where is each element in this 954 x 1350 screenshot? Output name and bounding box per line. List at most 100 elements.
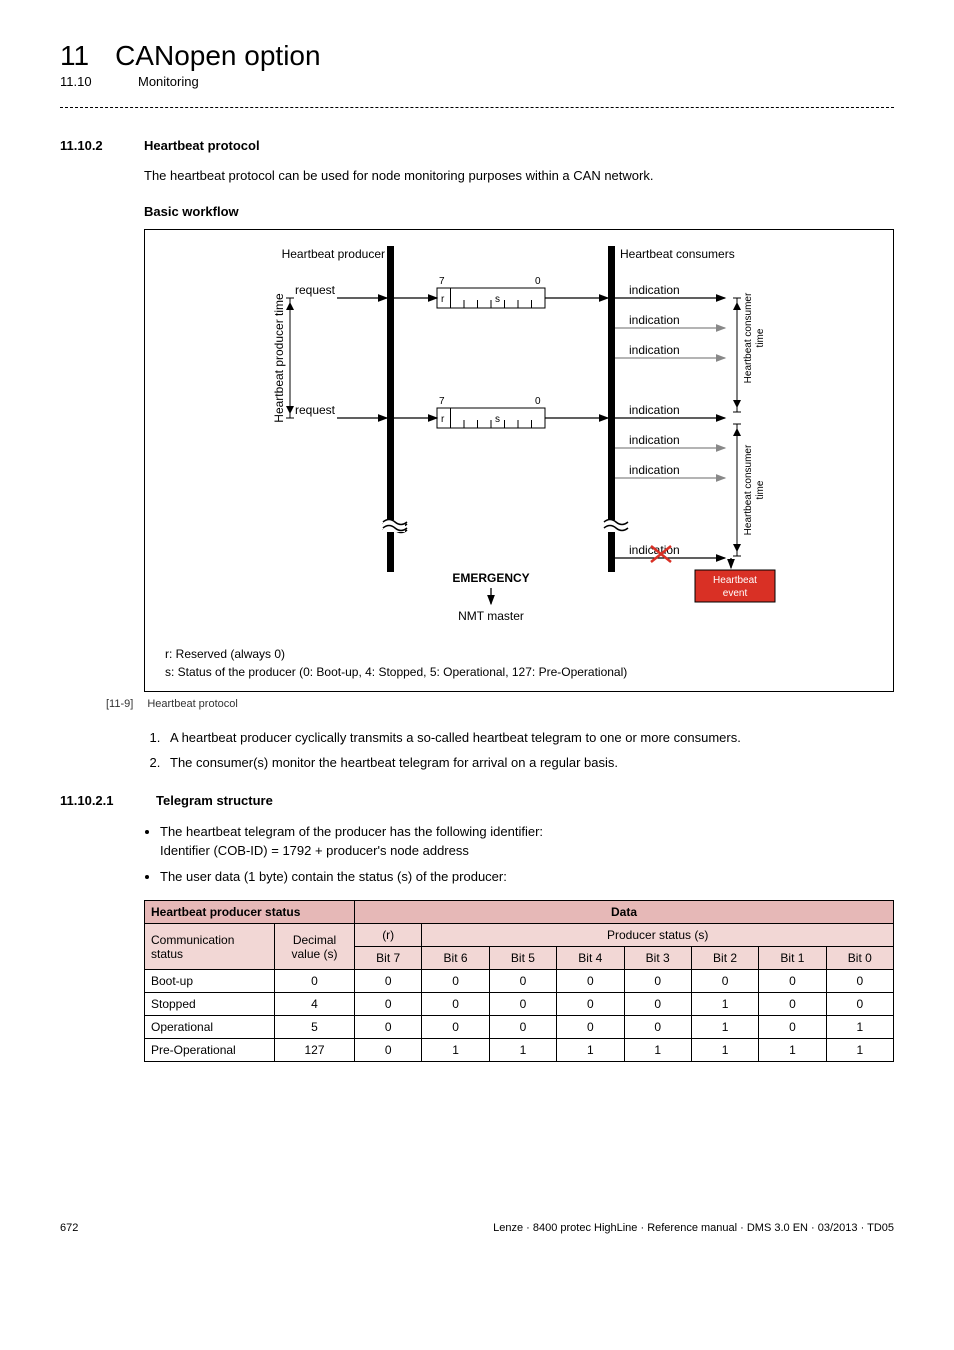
- cell-bit: 0: [691, 970, 758, 993]
- svg-text:request: request: [295, 403, 336, 417]
- svg-text:Heartbeat consumer: Heartbeat consumer: [743, 292, 754, 383]
- svg-text:s: s: [495, 414, 500, 425]
- cell-bit: 0: [422, 970, 489, 993]
- svg-text:indication: indication: [629, 313, 680, 327]
- th-bit: Bit 7: [355, 947, 422, 970]
- th-status: Heartbeat producer status: [145, 901, 355, 924]
- chapter-number: 11: [60, 40, 89, 72]
- section-number: 11.10: [60, 74, 112, 89]
- th-bit: Bit 6: [422, 947, 489, 970]
- subsection-heading: 11.10.2.1 Telegram structure: [60, 793, 894, 808]
- svg-text:r: r: [441, 294, 445, 305]
- cell-bit: 1: [826, 1016, 893, 1039]
- figure-legend: r: Reserved (always 0) s: Status of the …: [145, 645, 893, 691]
- cell-bit: 0: [489, 1016, 556, 1039]
- svg-text:7: 7: [439, 276, 445, 287]
- th-ps: Producer status (s): [422, 924, 894, 947]
- cell-dec: 0: [275, 970, 355, 993]
- svg-text:indication: indication: [629, 463, 680, 477]
- cell-bit: 0: [355, 993, 422, 1016]
- figure-caption-num: [11-9]: [106, 698, 133, 710]
- table-row: Stopped400000100: [145, 993, 894, 1016]
- cell-bit: 1: [691, 993, 758, 1016]
- cell-bit: 1: [691, 1016, 758, 1039]
- svg-text:indication: indication: [629, 433, 680, 447]
- cell-bit: 0: [826, 970, 893, 993]
- producer-label: Heartbeat producer: [282, 247, 385, 261]
- svg-text:event: event: [723, 588, 748, 599]
- cell-bit: 1: [759, 1039, 826, 1062]
- table-row: Operational500000101: [145, 1016, 894, 1039]
- figure-caption-text: Heartbeat protocol: [147, 698, 238, 710]
- byte-box: 7 0 r s: [437, 396, 545, 428]
- chapter-title: CANopen option: [115, 40, 320, 72]
- svg-text:s: s: [495, 294, 500, 305]
- figure-canvas: Heartbeat producer Heartbeat consumers r…: [145, 230, 893, 645]
- footer-line: Lenze · 8400 protec HighLine · Reference…: [493, 1222, 894, 1234]
- section-header: 11.10 Monitoring: [60, 74, 894, 89]
- subsection-title: Heartbeat protocol: [144, 138, 260, 153]
- cell-bit: 0: [759, 970, 826, 993]
- cell-name: Stopped: [145, 993, 275, 1016]
- cell-dec: 5: [275, 1016, 355, 1039]
- cell-bit: 0: [557, 1016, 624, 1039]
- cell-name: Pre-Operational: [145, 1039, 275, 1062]
- subsection-title: Telegram structure: [156, 793, 273, 808]
- th-bit: Bit 3: [624, 947, 691, 970]
- svg-text:Heartbeat producer time: Heartbeat producer time: [272, 293, 286, 423]
- cell-bit: 0: [759, 1016, 826, 1039]
- cell-bit: 0: [422, 1016, 489, 1039]
- section-title: Monitoring: [138, 74, 199, 89]
- cell-name: Operational: [145, 1016, 275, 1039]
- subsection-heading: 11.10.2 Heartbeat protocol: [60, 138, 894, 153]
- svg-text:7: 7: [439, 396, 445, 407]
- cell-bit: 0: [759, 993, 826, 1016]
- cell-bit: 1: [624, 1039, 691, 1062]
- cell-bit: 0: [422, 993, 489, 1016]
- list-item: The user data (1 byte) contain the statu…: [160, 867, 894, 887]
- legend-s: s: Status of the producer (0: Boot-up, 4…: [165, 663, 873, 681]
- cell-dec: 4: [275, 993, 355, 1016]
- cell-bit: 0: [826, 993, 893, 1016]
- table-row: Boot-up000000000: [145, 970, 894, 993]
- svg-text:EMERGENCY: EMERGENCY: [452, 571, 529, 585]
- legend-r: r: Reserved (always 0): [165, 645, 873, 663]
- svg-text:Heartbeat: Heartbeat: [713, 575, 757, 586]
- figure-caption: [11-9] Heartbeat protocol: [106, 698, 894, 710]
- cell-name: Boot-up: [145, 970, 275, 993]
- svg-text:r: r: [441, 414, 445, 425]
- cell-bit: 0: [557, 970, 624, 993]
- page-footer: 672 Lenze · 8400 protec HighLine · Refer…: [60, 1212, 894, 1234]
- cell-bit: 1: [691, 1039, 758, 1062]
- svg-text:NMT master: NMT master: [458, 609, 524, 623]
- list-item: A heartbeat producer cyclically transmit…: [164, 728, 894, 748]
- figure-container: Heartbeat producer Heartbeat consumers r…: [144, 229, 894, 692]
- svg-text:indication: indication: [629, 283, 680, 297]
- status-table: Heartbeat producer status Data Communica…: [144, 900, 894, 1062]
- heartbeat-diagram: Heartbeat producer Heartbeat consumers r…: [165, 244, 845, 634]
- th-bit: Bit 2: [691, 947, 758, 970]
- cell-bit: 0: [624, 1016, 691, 1039]
- list-item: The consumer(s) monitor the heartbeat te…: [164, 753, 894, 773]
- subsection-number: 11.10.2.1: [60, 793, 134, 808]
- th-bit: Bit 5: [489, 947, 556, 970]
- cell-bit: 0: [557, 993, 624, 1016]
- cell-bit: 0: [489, 970, 556, 993]
- subsection-number: 11.10.2: [60, 138, 122, 153]
- th-comm: Communication status: [145, 924, 275, 970]
- svg-text:0: 0: [535, 276, 541, 287]
- cell-bit: 0: [489, 993, 556, 1016]
- cell-bit: 1: [557, 1039, 624, 1062]
- svg-text:indication: indication: [629, 403, 680, 417]
- svg-text:Heartbeat consumer: Heartbeat consumer: [743, 444, 754, 535]
- list-item: The heartbeat telegram of the producer h…: [160, 822, 894, 861]
- byte-box: 7 0 r s: [437, 276, 545, 308]
- cell-bit: 1: [826, 1039, 893, 1062]
- workflow-heading: Basic workflow: [144, 204, 894, 219]
- numbered-list: A heartbeat producer cyclically transmit…: [164, 728, 894, 773]
- th-r: (r): [355, 924, 422, 947]
- th-data: Data: [355, 901, 894, 924]
- cell-bit: 0: [355, 1039, 422, 1062]
- intro-text: The heartbeat protocol can be used for n…: [144, 167, 894, 186]
- consumers-label: Heartbeat consumers: [620, 247, 735, 261]
